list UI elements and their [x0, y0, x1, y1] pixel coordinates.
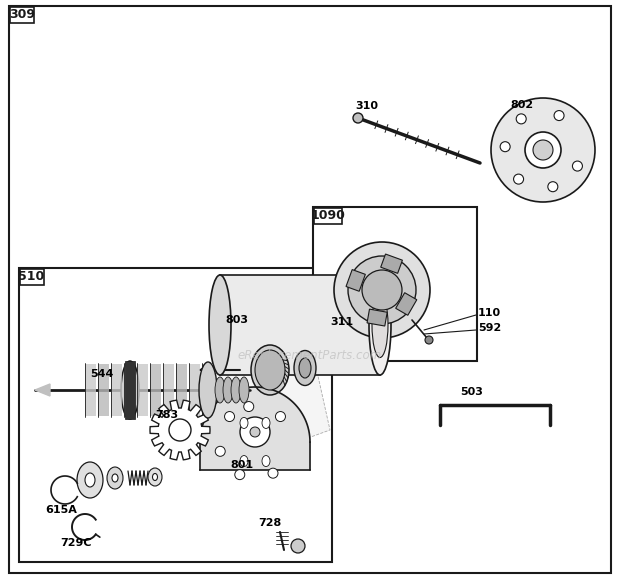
- Bar: [19, 268, 332, 562]
- Circle shape: [224, 411, 234, 421]
- Bar: [313, 207, 477, 361]
- Text: 803: 803: [225, 315, 248, 325]
- Circle shape: [533, 140, 553, 160]
- Bar: [396, 293, 417, 315]
- Text: 592: 592: [478, 323, 501, 333]
- Text: 544: 544: [90, 369, 113, 379]
- Ellipse shape: [148, 468, 162, 486]
- Text: 783: 783: [155, 410, 178, 420]
- Bar: [314, 208, 342, 223]
- Polygon shape: [200, 340, 330, 470]
- Circle shape: [244, 402, 254, 411]
- Text: 309: 309: [9, 8, 35, 22]
- Polygon shape: [163, 364, 174, 416]
- Ellipse shape: [209, 275, 231, 375]
- Circle shape: [554, 111, 564, 120]
- Polygon shape: [137, 364, 148, 416]
- Bar: [11, 7, 34, 23]
- Polygon shape: [35, 384, 50, 396]
- Circle shape: [513, 174, 523, 184]
- Bar: [220, 275, 380, 375]
- Bar: [367, 309, 388, 326]
- Circle shape: [500, 141, 510, 152]
- Circle shape: [215, 446, 225, 456]
- Text: 801: 801: [230, 460, 253, 470]
- Circle shape: [348, 256, 416, 324]
- Polygon shape: [111, 364, 122, 416]
- Text: 1090: 1090: [311, 209, 345, 222]
- Text: 510: 510: [19, 270, 45, 283]
- Ellipse shape: [223, 377, 233, 403]
- Ellipse shape: [231, 377, 241, 403]
- Ellipse shape: [199, 362, 217, 418]
- Polygon shape: [124, 364, 135, 416]
- Polygon shape: [189, 364, 200, 416]
- Circle shape: [572, 161, 582, 171]
- Polygon shape: [176, 364, 187, 416]
- Polygon shape: [98, 364, 109, 416]
- Ellipse shape: [107, 467, 123, 489]
- Circle shape: [291, 539, 305, 553]
- Circle shape: [548, 182, 558, 191]
- Polygon shape: [150, 400, 210, 460]
- Ellipse shape: [262, 456, 270, 467]
- Text: 615A: 615A: [45, 505, 77, 515]
- Ellipse shape: [251, 345, 289, 395]
- Ellipse shape: [255, 350, 285, 390]
- Ellipse shape: [153, 474, 157, 481]
- Bar: [20, 269, 43, 285]
- Ellipse shape: [215, 377, 225, 403]
- Ellipse shape: [262, 417, 270, 428]
- Bar: [346, 269, 365, 291]
- Circle shape: [250, 427, 260, 437]
- Ellipse shape: [369, 275, 391, 375]
- Text: 729C: 729C: [60, 538, 92, 548]
- Circle shape: [275, 411, 285, 421]
- Text: 802: 802: [510, 100, 533, 110]
- Circle shape: [235, 470, 245, 480]
- Circle shape: [240, 417, 270, 447]
- Ellipse shape: [85, 473, 95, 487]
- Circle shape: [425, 336, 433, 344]
- Circle shape: [491, 98, 595, 202]
- Ellipse shape: [121, 361, 139, 419]
- Ellipse shape: [240, 417, 248, 428]
- Ellipse shape: [77, 462, 103, 498]
- Text: 728: 728: [258, 518, 281, 528]
- Circle shape: [516, 114, 526, 124]
- Circle shape: [353, 113, 363, 123]
- Circle shape: [362, 270, 402, 310]
- Text: 110: 110: [478, 308, 501, 318]
- Ellipse shape: [112, 474, 118, 482]
- Ellipse shape: [240, 456, 248, 467]
- Ellipse shape: [299, 358, 311, 378]
- Ellipse shape: [239, 377, 249, 403]
- Bar: [125, 361, 135, 419]
- Text: 311: 311: [330, 317, 353, 327]
- Polygon shape: [202, 364, 213, 416]
- Polygon shape: [200, 387, 310, 470]
- Text: 503: 503: [460, 387, 483, 397]
- Circle shape: [525, 132, 561, 168]
- Text: eReplacementParts.com: eReplacementParts.com: [238, 349, 382, 361]
- Polygon shape: [150, 364, 161, 416]
- Circle shape: [334, 242, 430, 338]
- Ellipse shape: [294, 350, 316, 385]
- Circle shape: [268, 468, 278, 478]
- Bar: [381, 254, 402, 274]
- Text: 310: 310: [355, 101, 378, 111]
- Ellipse shape: [372, 293, 388, 357]
- Polygon shape: [85, 364, 96, 416]
- Circle shape: [169, 419, 191, 441]
